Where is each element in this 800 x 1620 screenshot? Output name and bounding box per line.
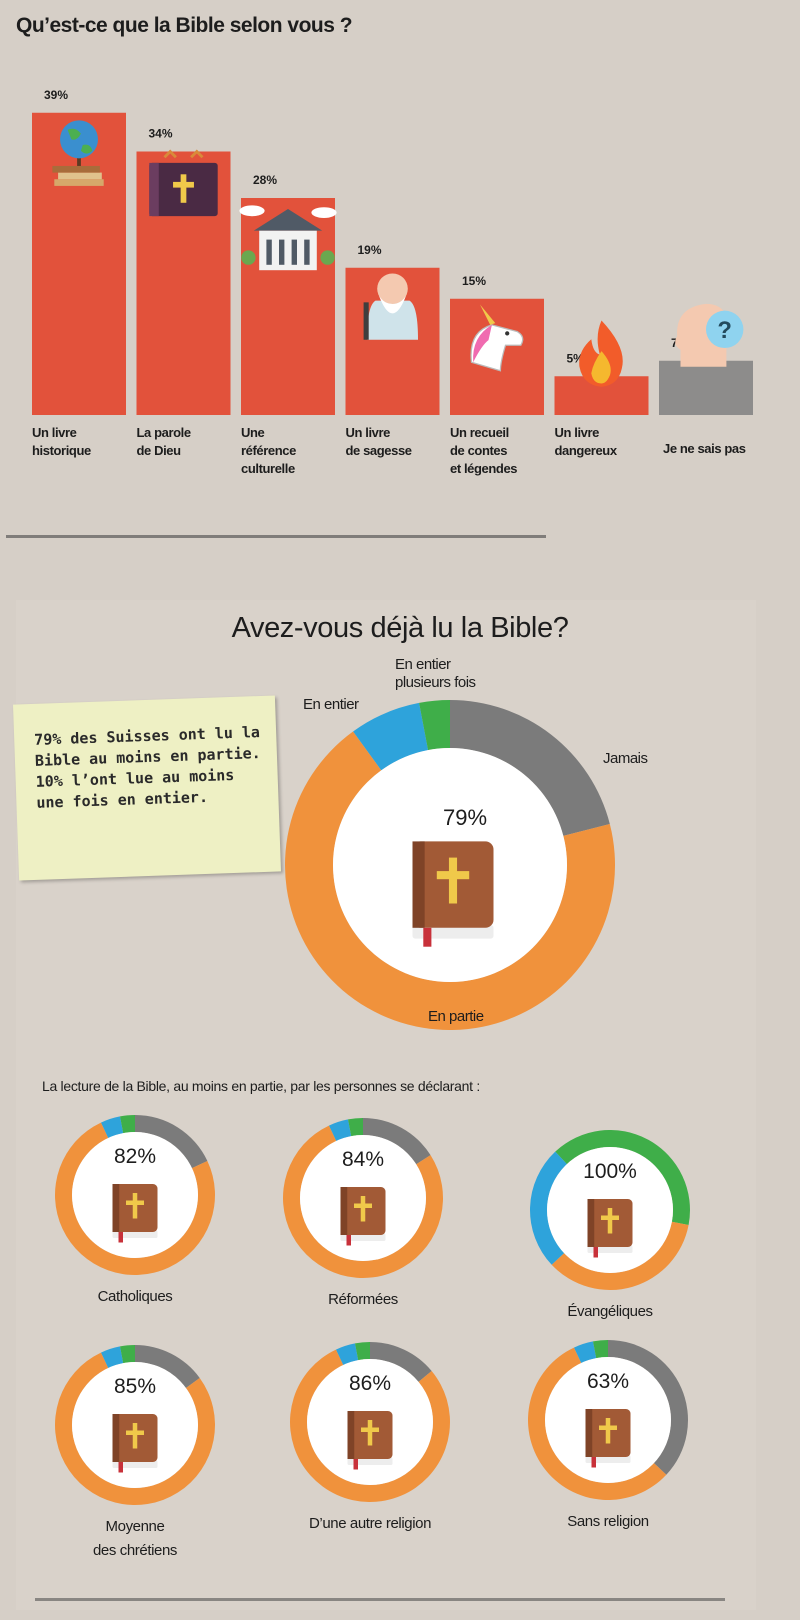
svg-text:?: ? xyxy=(717,317,732,344)
globe-books-icon xyxy=(52,120,104,186)
donut-slice xyxy=(285,731,615,1030)
mini-donut-chart xyxy=(528,1340,688,1500)
donut-slice xyxy=(419,700,450,751)
bar-category-label: Un livre de sagesse xyxy=(345,425,413,458)
donut-slice xyxy=(353,702,429,771)
mini-donut-group-name: Sans religion xyxy=(567,1513,649,1530)
mini-donut-chart xyxy=(530,1130,690,1290)
bible-icon xyxy=(412,841,494,947)
donut-slice xyxy=(100,1116,124,1138)
donut-label-jamais: Jamais xyxy=(603,750,648,767)
bar-category-label: Une référence culturelle xyxy=(241,425,296,476)
mini-donut-value: 82% xyxy=(113,1145,157,1168)
mini-donut-value: 63% xyxy=(586,1370,630,1393)
question-head-icon: ? xyxy=(675,303,744,367)
bar-6 xyxy=(659,360,753,415)
donut-slice xyxy=(355,1342,370,1361)
donut-slice xyxy=(551,1221,689,1290)
donut-slice xyxy=(135,1345,200,1388)
mini-donut-group-name: Moyenne des chrétiens xyxy=(92,1518,178,1559)
sage-icon xyxy=(363,273,418,340)
donut-slice xyxy=(335,1343,359,1365)
mini-donut-sans-religion: 63% Sans religion xyxy=(528,1340,708,1570)
bar-chart: 39%34%28%19%15%5%7%? xyxy=(32,88,753,415)
bible-icon xyxy=(112,1414,158,1473)
mini-donut-value: 100% xyxy=(583,1160,637,1183)
donut-chart-title: Avez-vous déjà lu la Bible? xyxy=(231,612,569,644)
bible-icon xyxy=(585,1409,631,1468)
donut-slice xyxy=(573,1341,597,1363)
source-note-line xyxy=(6,535,546,538)
donut-slice xyxy=(363,1118,431,1165)
donut-slice xyxy=(100,1346,124,1368)
bar-value-label: 39% xyxy=(44,88,68,102)
unicorn-icon xyxy=(470,304,524,372)
bar-category-labels: Un livre historique La parole de Dieu Une … xyxy=(0,425,800,508)
mini-donut-chart xyxy=(55,1345,216,1505)
mini-donut-value: 86% xyxy=(348,1372,392,1395)
source-note-line xyxy=(35,1598,725,1601)
donut-slice xyxy=(135,1115,208,1169)
donut-slice xyxy=(528,1347,667,1500)
donut-slice xyxy=(555,1130,690,1225)
mini-donut-group-name: Évangéliques xyxy=(567,1303,653,1320)
mini-donut-moyenne-chretiens: 85% Moyenne des chrétiens xyxy=(55,1345,235,1575)
mini-donut-evangeliques: 100% Évangéliques xyxy=(530,1130,710,1360)
bar-category-label: Un livre historique xyxy=(32,425,91,458)
donut-slice xyxy=(608,1340,688,1475)
donut-slice xyxy=(593,1340,608,1359)
mini-donut-chart xyxy=(283,1118,443,1278)
mini-donut-value: 84% xyxy=(341,1148,385,1171)
sticky-note: 79% des Suisses ont lu la Bible au moins… xyxy=(13,695,281,881)
bar-category-label: La parole de Dieu xyxy=(136,425,192,458)
donut-slice xyxy=(450,700,610,836)
bible-icon xyxy=(347,1411,393,1470)
bible-icon xyxy=(587,1199,633,1258)
sticky-note-text: 79% des Suisses ont lu la Bible au moins… xyxy=(33,723,261,812)
mini-donut-group-name: Réformées xyxy=(328,1291,398,1308)
bar-value-label: 28% xyxy=(253,173,277,187)
donut-slice xyxy=(348,1118,363,1137)
bar-category-label: Un livre dangereux xyxy=(554,425,618,458)
donut-slice xyxy=(328,1119,352,1141)
donut-label-entier: En entier xyxy=(303,696,359,713)
bible-icon xyxy=(340,1187,386,1246)
mini-donut-chart xyxy=(290,1342,450,1502)
small-multiples-caption: La lecture de la Bible, au moins en part… xyxy=(42,1078,480,1094)
donut-slice xyxy=(370,1342,432,1382)
bar-value-label: 34% xyxy=(149,127,173,141)
donut-slice xyxy=(120,1115,135,1134)
mini-donut-value: 85% xyxy=(113,1375,157,1398)
mini-donut-chart xyxy=(55,1115,216,1275)
main-donut-chart xyxy=(285,700,615,1030)
bar-category-label: Je ne sais pas xyxy=(663,441,746,456)
donut-label-en-partie: En partie xyxy=(428,1008,484,1025)
donut-center-value: 79% xyxy=(442,805,488,830)
bible-icon xyxy=(112,1184,158,1243)
bar-chart-title: Qu’est-ce que la Bible selon vous ? xyxy=(16,14,353,37)
mini-donut-group-name: Catholiques xyxy=(97,1288,173,1305)
mini-donut-catholiques: 82% Catholiques xyxy=(55,1115,235,1345)
holy-book-icon xyxy=(149,149,218,217)
donut-slice xyxy=(530,1151,567,1265)
bar-value-label: 19% xyxy=(358,243,382,257)
bar-value-label: 15% xyxy=(462,274,486,288)
bar-category-label: Un recueil de contes et légendes xyxy=(450,425,518,476)
monument-icon xyxy=(239,205,337,271)
mini-donut-reformees: 84% Réformées xyxy=(283,1118,463,1348)
donut-slice xyxy=(120,1345,135,1364)
mini-donut-group-name: D’une autre religion xyxy=(308,1515,432,1532)
mini-donut-autre-religion: 86% D’une autre religion xyxy=(290,1342,470,1572)
donut-label-plusieurs-fois: En entier plusieurs fois xyxy=(395,656,476,691)
flame-icon xyxy=(579,320,623,387)
